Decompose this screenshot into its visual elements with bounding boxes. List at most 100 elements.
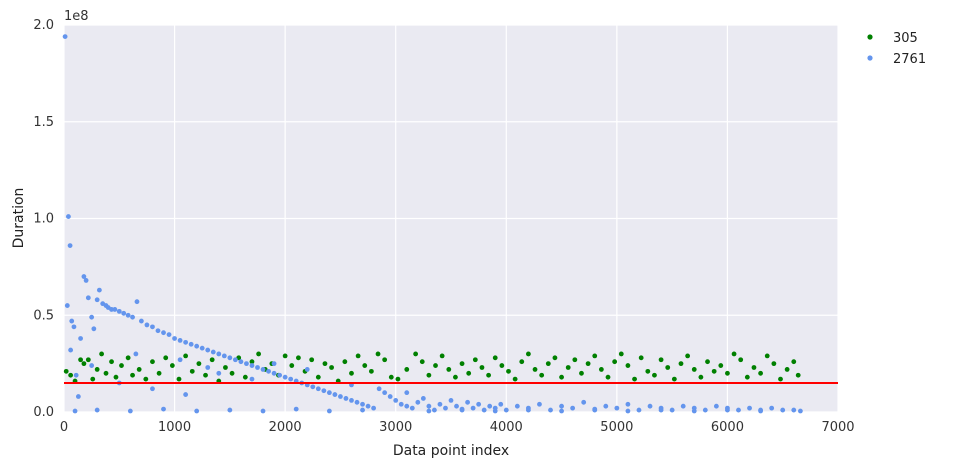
data-point [565,365,571,370]
data-point [738,357,744,363]
data-point [90,376,96,382]
data-point [658,407,664,413]
data-point [81,274,87,279]
data-point [362,363,368,368]
data-point [711,368,717,374]
data-point [249,376,255,382]
data-point [177,338,183,343]
data-point [432,407,437,413]
data-point [420,396,426,401]
data-point [360,401,365,407]
data-point [545,361,551,367]
data-point [227,407,233,413]
data-point [73,372,79,378]
data-point [453,374,458,380]
data-point [459,361,465,367]
data-point [404,403,410,409]
data-point [433,363,438,368]
data-point [481,407,487,413]
data-point [506,368,511,374]
data-point [63,368,69,374]
data-point [89,314,95,320]
data-point [559,403,564,409]
data-point [552,355,558,361]
data-point [169,363,175,368]
data-point [465,399,470,405]
data-point [94,367,100,372]
data-point [691,408,697,414]
data-point [244,361,249,367]
data-point [203,372,208,378]
data-point [393,397,399,403]
data-point [139,318,144,324]
data-point [784,367,790,372]
data-point [592,353,598,359]
data-point [343,396,349,401]
data-point [83,278,89,283]
data-point [691,367,697,372]
data-point [647,403,653,409]
data-point [658,357,664,363]
data-point [548,407,553,413]
data-point [479,365,485,370]
data-point [404,367,410,372]
data-point [426,403,432,409]
data-point [112,307,118,312]
data-point [625,408,631,414]
data-point [232,357,238,363]
data-point [539,372,545,378]
data-point [85,295,91,301]
data-point [62,34,68,40]
data-point [282,374,288,380]
y-tick-labels: 0.0 0.5 1.0 1.5 2.0 [33,18,54,420]
data-point [143,376,149,382]
data-point [764,353,770,359]
data-point [459,406,465,412]
data-point [375,351,381,357]
data-point [466,370,472,376]
data-point [731,351,737,357]
data-point [227,355,233,361]
y-tick-label: 1.5 [33,115,54,130]
data-point [155,328,161,334]
data-point [68,347,74,353]
data-point [249,363,255,368]
data-point [747,405,752,411]
data-point [260,367,266,372]
data-point [625,363,631,368]
data-point [769,405,775,411]
data-point [196,361,202,367]
data-point [437,401,443,407]
series-2761 [62,34,803,414]
data-point [194,408,200,414]
data-point [585,361,591,367]
x-tick-label: 6000 [711,420,744,435]
data-point [413,351,419,357]
data-point [188,341,194,347]
data-point [526,351,531,357]
data-point [109,307,114,312]
data-point [360,407,365,413]
data-point [669,407,675,413]
data-point [503,407,509,413]
data-point [514,403,520,409]
data-point [702,407,708,413]
data-point [448,397,454,403]
data-point [665,365,671,370]
data-point [150,359,155,365]
data-point [134,299,140,305]
data-point [315,374,321,380]
data-point [388,374,394,380]
data-point [91,326,97,332]
data-point [238,359,244,365]
data-point [645,368,651,374]
data-point [161,406,166,412]
data-point [194,343,200,349]
data-point [205,347,211,353]
data-point [382,357,388,363]
series-layer [62,34,803,414]
data-point [376,386,382,392]
data-point [221,353,227,359]
data-point [121,310,127,316]
data-point [183,353,189,359]
